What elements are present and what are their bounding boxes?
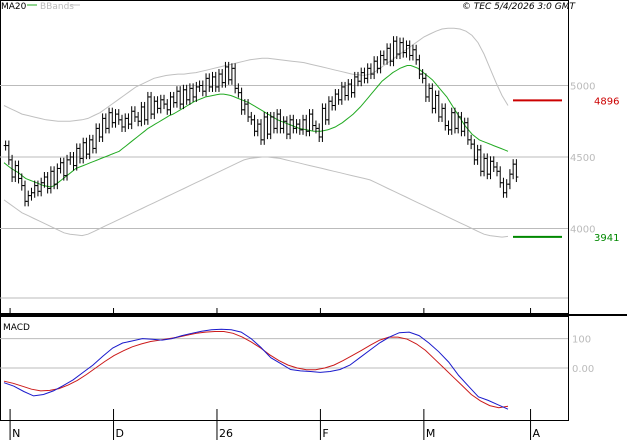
price-grid	[0, 85, 568, 299]
panel-frames	[0, 0, 627, 421]
bollinger-bands	[3, 27, 509, 238]
resistance-level-label: 4896	[594, 96, 619, 107]
price-tick-label: 5000	[570, 82, 595, 93]
macd-tick-label: 0.00	[572, 364, 594, 375]
macd-series	[0, 328, 568, 410]
time-tick-label: N	[12, 427, 20, 440]
bbands-lower-line	[3, 156, 509, 238]
macd-signal-line	[3, 331, 509, 409]
bbands-legend-label: BBands	[40, 2, 74, 12]
price-bars	[3, 36, 519, 207]
support-resistance-levels: 4896 3941	[513, 96, 619, 244]
price-tick-label: 4500	[570, 153, 595, 164]
ma20-series	[3, 65, 509, 188]
macd-panel-label: MACD	[3, 323, 30, 333]
time-tick-label: F	[322, 427, 328, 440]
time-tick-label: M	[426, 427, 436, 440]
time-tick-label: 26	[219, 427, 233, 440]
time-tick-label: D	[116, 427, 124, 440]
macd-line	[3, 328, 509, 410]
time-tick-label: A	[533, 427, 541, 440]
ma20-legend-label: MA20	[1, 2, 27, 12]
time-axis-labels: N D 26 F M A	[9, 308, 541, 440]
copyright-text: © TEC 5/4/2026 3:0 GMT	[462, 2, 577, 12]
support-level-label: 3941	[594, 233, 619, 244]
bbands-upper-line	[3, 27, 509, 122]
price-axis-labels: 5000 4500 4000 100 0.00	[570, 82, 595, 376]
ma20-line	[3, 65, 509, 188]
macd-tick-label: 100	[572, 335, 591, 346]
price-tick-label: 4000	[570, 225, 595, 236]
